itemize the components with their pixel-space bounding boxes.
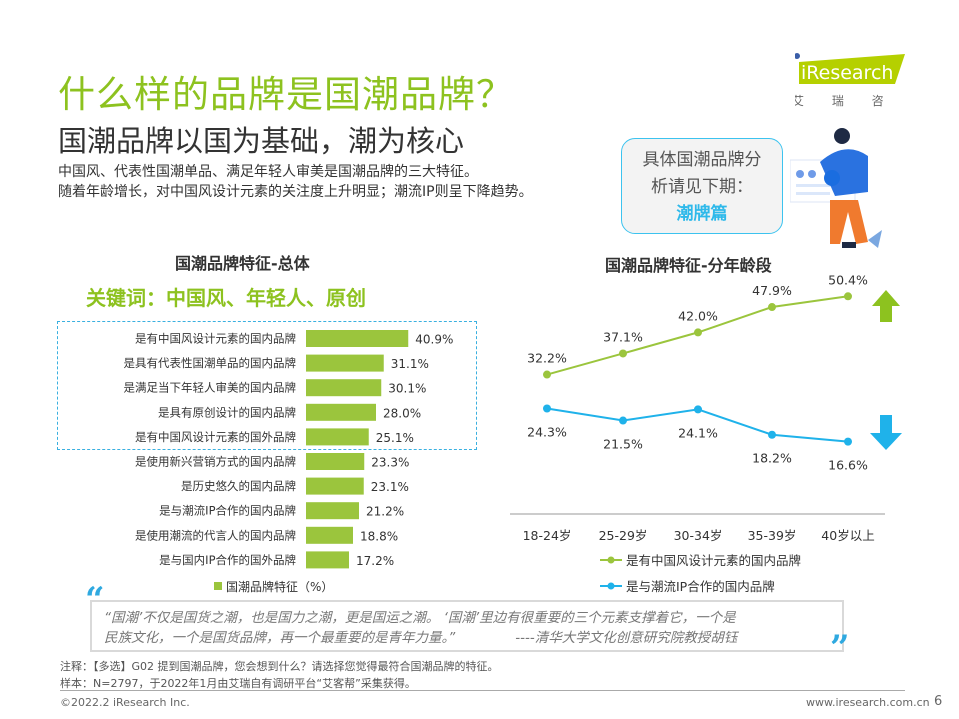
trend-down-arrow-icon: [870, 415, 902, 450]
bar: [306, 551, 349, 569]
keywords: 关键词：中国风、年轻人、原创: [86, 286, 366, 310]
bar-value-label: 23.3%: [371, 456, 409, 470]
svg-text:iResearch: iResearch: [801, 62, 893, 84]
callout-highlight: 潮牌篇: [676, 204, 728, 224]
bar-value-label: 21.2%: [366, 505, 404, 519]
data-label: 24.3%: [527, 425, 567, 440]
copyright: ©2022.2 iResearch Inc.: [60, 696, 190, 709]
data-point: [768, 303, 776, 312]
bar-chart-title: 国潮品牌特征-总体: [175, 254, 310, 273]
bar: [306, 453, 365, 470]
note: 注释：【多选】G02 提到国潮品牌，您会想到什么？请选择您觉得最符合国潮品牌的特…: [60, 660, 499, 673]
data-point: [619, 349, 627, 358]
bar-category-label: 是具有代表性国潮单品的国内品牌: [124, 356, 297, 370]
person-illustration: [790, 128, 882, 248]
callout-text: 具体国潮品牌分: [642, 150, 762, 170]
data-point: [844, 292, 852, 301]
bar-value-label: 17.2%: [356, 554, 394, 568]
x-tick-label: 25-29岁: [599, 528, 648, 543]
website-link[interactable]: www.iresearch.com.cn: [806, 696, 930, 709]
page-number: 6: [934, 694, 943, 709]
bar-value-label: 25.1%: [376, 431, 414, 445]
bar: [306, 330, 409, 347]
bar-value-label: 30.1%: [388, 382, 426, 396]
data-label: 37.1%: [603, 329, 643, 344]
bar-category-label: 是满足当下年轻人审美的国内品牌: [124, 381, 297, 395]
sample-note: 样本：N=2797，于2022年1月由艾瑞自有调研平台“艾客帮”采集获得。: [60, 677, 416, 690]
bar-category-label: 是有中国风设计元素的国内品牌: [135, 332, 296, 346]
bar: [306, 526, 353, 544]
data-label: 18.2%: [752, 451, 792, 466]
line-chart: 18-24岁 25-29岁 30-34岁 35-39岁 40岁以上 32.2% 37.1% 4…: [510, 272, 902, 594]
page-subtitle: 国潮品牌以国为基础，潮为核心: [58, 124, 465, 158]
legend-label: 是有中国风设计元素的国内品牌: [626, 553, 801, 568]
data-point: [543, 404, 551, 413]
bar-category-label: 是历史悠久的国内品牌: [181, 479, 296, 493]
footer-divider: [60, 690, 905, 691]
legend-marker: [607, 556, 615, 564]
legend-label: 是与潮流IP合作的国内品牌: [626, 579, 775, 594]
highlight-box: [57, 321, 477, 450]
data-label: 50.4%: [828, 272, 868, 287]
data-point: [694, 328, 702, 337]
bar: [306, 477, 364, 495]
legend-swatch: [214, 582, 222, 590]
bar-category-label: 是使用潮流的代言人的国内品牌: [135, 528, 296, 542]
bar: [306, 354, 384, 372]
line-chart-title: 国潮品牌特征-分年龄段: [605, 256, 772, 275]
data-label: 21.5%: [603, 437, 643, 452]
bar-category-label: 是与潮流IP合作的国内品牌: [159, 504, 296, 518]
data-point: [844, 437, 852, 446]
data-label: 32.2%: [527, 351, 567, 366]
bar: [306, 428, 369, 446]
quote-line: “国潮’不仅是国货之潮，也是国力之潮，更是国运之潮。 ‘国潮’里边有很重要的三个…: [104, 610, 736, 626]
data-point: [619, 416, 627, 425]
bar-value-label: 23.1%: [371, 480, 409, 494]
page-title: 什么样的品牌是国潮品牌？: [58, 73, 514, 116]
description-line: 中国风、代表性国潮单品、满足年轻人审美是国潮品牌的三大特征。: [58, 164, 478, 180]
x-tick-label: 35-39岁: [748, 528, 797, 543]
data-label: 42.0%: [678, 308, 718, 323]
bar: [306, 403, 376, 421]
bar: [306, 379, 382, 397]
bar: [306, 502, 359, 520]
bar-chart: 是有中国风设计元素的国内品牌 40.9% 是具有代表性国潮单品的国内品牌 31.1% 是…: [124, 330, 453, 594]
data-point: [768, 430, 776, 439]
x-tick-label: 30-34岁: [674, 528, 723, 543]
bar-category-label: 是有中国风设计元素的国外品牌: [135, 430, 296, 444]
quote-box: “国潮’不仅是国货之潮，也是国力之潮，更是国运之潮。 ‘国潮’里边有很重要的三个…: [90, 600, 844, 652]
description-line: 随着年龄增长，对中国风设计元素的关注度上升明显；潮流IP则呈下降趋势。: [58, 184, 533, 200]
open-quote-icon: “: [85, 580, 105, 620]
svg-text:艾 瑞 咨 询: 艾 瑞 咨 询: [795, 93, 910, 108]
callout-text: 析请见下期：: [651, 177, 753, 197]
data-label: 24.1%: [678, 425, 718, 440]
bar-value-label: 18.8%: [360, 529, 398, 543]
bar-category-label: 是与国内IP合作的国外品牌: [159, 553, 296, 567]
data-point: [694, 405, 702, 414]
data-label: 47.9%: [752, 283, 792, 298]
legend-label: 国潮品牌特征（%）: [226, 579, 333, 594]
quote-attribution: ----清华大学文化创意研究院教授胡钰: [515, 630, 738, 646]
close-quote-icon: ”: [830, 628, 850, 668]
next-issue-callout: 具体国潮品牌分 析请见下期： 潮牌篇: [621, 138, 783, 234]
bar-value-label: 40.9%: [415, 333, 453, 347]
bar-value-label: 28.0%: [383, 406, 421, 420]
data-label: 16.6%: [828, 458, 868, 473]
bar-value-label: 31.1%: [391, 357, 429, 371]
data-point: [543, 370, 551, 379]
bar-category-label: 是使用新兴营销方式的国内品牌: [135, 455, 296, 469]
legend-marker: [607, 582, 615, 590]
quote-line: 民族文化，一个是国货品牌，再一个最重要的是青年力量。”: [104, 630, 456, 646]
x-tick-label: 18-24岁: [523, 528, 572, 543]
bar-category-label: 是具有原创设计的国内品牌: [158, 405, 296, 419]
logo-mark: iResearch 艾 瑞 咨 询: [792, 53, 923, 108]
x-tick-label: 40岁以上: [821, 528, 874, 543]
trend-up-arrow-icon: [872, 290, 900, 322]
iresearch-logo: iResearch 艾 瑞 咨 询: [792, 50, 923, 114]
